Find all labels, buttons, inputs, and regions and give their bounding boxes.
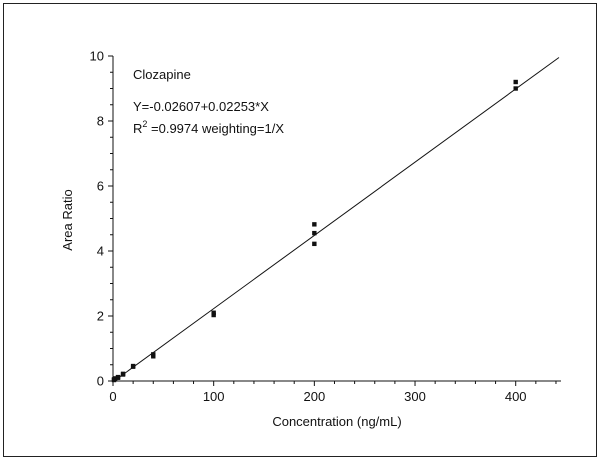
fit-line xyxy=(112,57,560,383)
x-tick-label: 0 xyxy=(109,389,116,404)
y-axis-label: Area Ratio xyxy=(60,189,75,250)
x-tick-label: 100 xyxy=(203,389,225,404)
x-tick-label: 400 xyxy=(505,389,527,404)
y-tick-label: 10 xyxy=(90,49,104,64)
y-tick-label: 4 xyxy=(97,244,104,259)
ticks: 0 100 200 300 400 0 2 4 6 8 10 xyxy=(90,49,557,404)
data-point xyxy=(513,79,518,85)
r2-rest: =0.9974 weighting=1/X xyxy=(147,121,284,136)
regression-equation: Y=-0.02607+0.02253*X xyxy=(133,99,269,114)
y-tick-label: 2 xyxy=(97,309,104,324)
data-point xyxy=(513,86,518,91)
data-point xyxy=(312,222,317,227)
data-point xyxy=(130,363,136,369)
x-axis-label: Concentration (ng/mL) xyxy=(272,414,401,429)
y-tick-label: 0 xyxy=(97,374,104,389)
y-tick-label: 6 xyxy=(97,179,104,194)
fit-line-group xyxy=(112,57,560,383)
x-tick-label: 300 xyxy=(404,389,426,404)
data-point xyxy=(115,374,121,380)
data-point xyxy=(211,312,216,318)
data-point xyxy=(120,371,126,377)
data-point xyxy=(151,352,156,357)
y-tick-label: 8 xyxy=(97,114,104,129)
compound-label: Clozapine xyxy=(133,67,191,82)
r-squared-label: R2 =0.9974 weighting=1/X xyxy=(133,119,284,136)
r2-superscript: 2 xyxy=(142,119,147,129)
data-point xyxy=(312,241,317,247)
x-tick-label: 200 xyxy=(303,389,325,404)
data-point xyxy=(312,230,317,236)
data-point xyxy=(112,376,118,381)
r2-prefix: R xyxy=(133,121,142,136)
data-points xyxy=(111,79,518,383)
data-point xyxy=(211,310,216,315)
